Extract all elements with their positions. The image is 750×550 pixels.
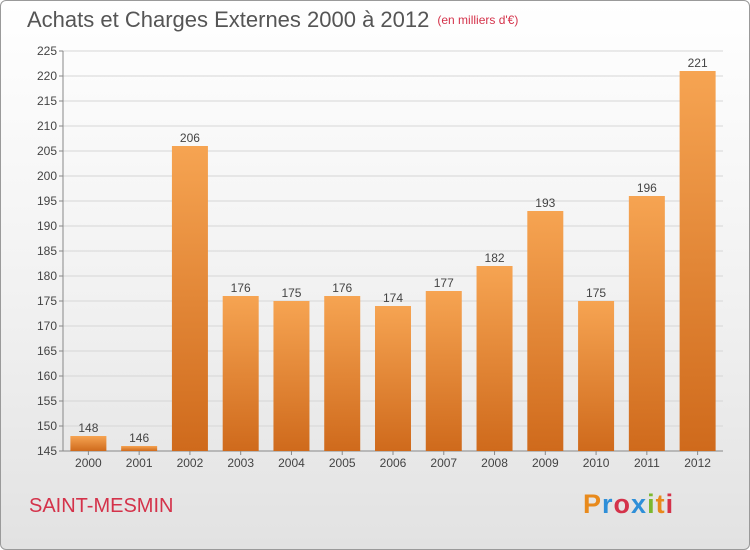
x-tick-label-2010: 2010 xyxy=(583,456,610,470)
bar-2007 xyxy=(425,291,462,451)
logo-letter: t xyxy=(655,489,666,519)
bar-2004 xyxy=(273,301,310,451)
bars xyxy=(70,71,716,451)
unit-label: (en milliers d'€) xyxy=(437,13,519,27)
logo-letter: i xyxy=(665,489,675,519)
value-label-2007: 177 xyxy=(434,276,454,290)
y-tick-label: 155 xyxy=(37,394,57,408)
bar-2005 xyxy=(324,296,361,451)
y-tick-label: 205 xyxy=(37,144,57,158)
x-tick-label-2003: 2003 xyxy=(227,456,254,470)
logo-letter: r xyxy=(602,489,614,519)
y-tick-label: 210 xyxy=(37,119,57,133)
x-tick-label-2004: 2004 xyxy=(278,456,305,470)
bar-2008 xyxy=(476,266,513,451)
y-tick-label: 185 xyxy=(37,244,57,258)
proxiti-logo: Proxiti xyxy=(583,489,674,520)
x-tick-label-2001: 2001 xyxy=(126,456,153,470)
logo-letter: o xyxy=(613,489,632,519)
x-tick-label-2012: 2012 xyxy=(684,456,711,470)
y-tick-label: 175 xyxy=(37,294,57,308)
labels: 145 150 155 160 165 170 175 180 185 190 195 200 205 2… xyxy=(37,44,711,470)
value-label-2012: 221 xyxy=(688,56,708,70)
value-label-2001: 146 xyxy=(129,431,149,445)
value-label-2010: 175 xyxy=(586,286,606,300)
logo-letter: P xyxy=(583,489,603,519)
y-tick-label: 170 xyxy=(37,319,57,333)
bar-2012 xyxy=(679,71,716,451)
logo-letter: i xyxy=(647,489,656,519)
y-tick-label: 165 xyxy=(37,344,57,358)
x-tick-label-2008: 2008 xyxy=(481,456,508,470)
y-tick-label: 160 xyxy=(37,369,57,383)
value-label-2006: 174 xyxy=(383,291,403,305)
y-tick-label: 150 xyxy=(37,419,57,433)
y-tick-label: 200 xyxy=(37,169,57,183)
value-label-2011: 196 xyxy=(637,181,657,195)
bar-2002 xyxy=(171,146,208,451)
y-tick-label: 180 xyxy=(37,269,57,283)
x-tick-label-2009: 2009 xyxy=(532,456,559,470)
x-tick-label-2007: 2007 xyxy=(430,456,457,470)
value-label-2002: 206 xyxy=(180,131,200,145)
x-tick-label-2000: 2000 xyxy=(75,456,102,470)
x-tick-label-2006: 2006 xyxy=(380,456,407,470)
y-tick-label: 145 xyxy=(37,444,57,458)
value-label-2005: 176 xyxy=(332,281,352,295)
bar-2009 xyxy=(527,211,564,451)
bar-2006 xyxy=(375,306,411,451)
value-label-2008: 182 xyxy=(485,251,505,265)
y-tick-label: 225 xyxy=(37,44,57,58)
y-tick-label: 220 xyxy=(37,69,57,83)
bar-2000 xyxy=(70,436,107,451)
y-tick-label: 190 xyxy=(37,219,57,233)
logo-letter: x xyxy=(631,489,648,519)
x-tick-label-2005: 2005 xyxy=(329,456,356,470)
y-tick-label: 215 xyxy=(37,94,57,108)
bar-2001 xyxy=(121,446,158,451)
bar-2011 xyxy=(628,196,665,451)
value-label-2003: 176 xyxy=(231,281,251,295)
y-tick-label: 195 xyxy=(37,194,57,208)
commune-name: SAINT-MESMIN xyxy=(29,495,174,517)
bar-2010 xyxy=(578,301,615,451)
value-label-2000: 148 xyxy=(78,421,98,435)
bar-2003 xyxy=(222,296,259,451)
chart-title: Achats et Charges Externes 2000 à 2012 (e… xyxy=(27,7,518,33)
title-text: Achats et Charges Externes 2000 à 2012 xyxy=(27,7,430,32)
x-tick-label-2002: 2002 xyxy=(177,456,204,470)
x-tick-label-2011: 2011 xyxy=(634,456,660,470)
value-label-2004: 175 xyxy=(281,286,301,300)
value-label-2009: 193 xyxy=(535,196,555,210)
